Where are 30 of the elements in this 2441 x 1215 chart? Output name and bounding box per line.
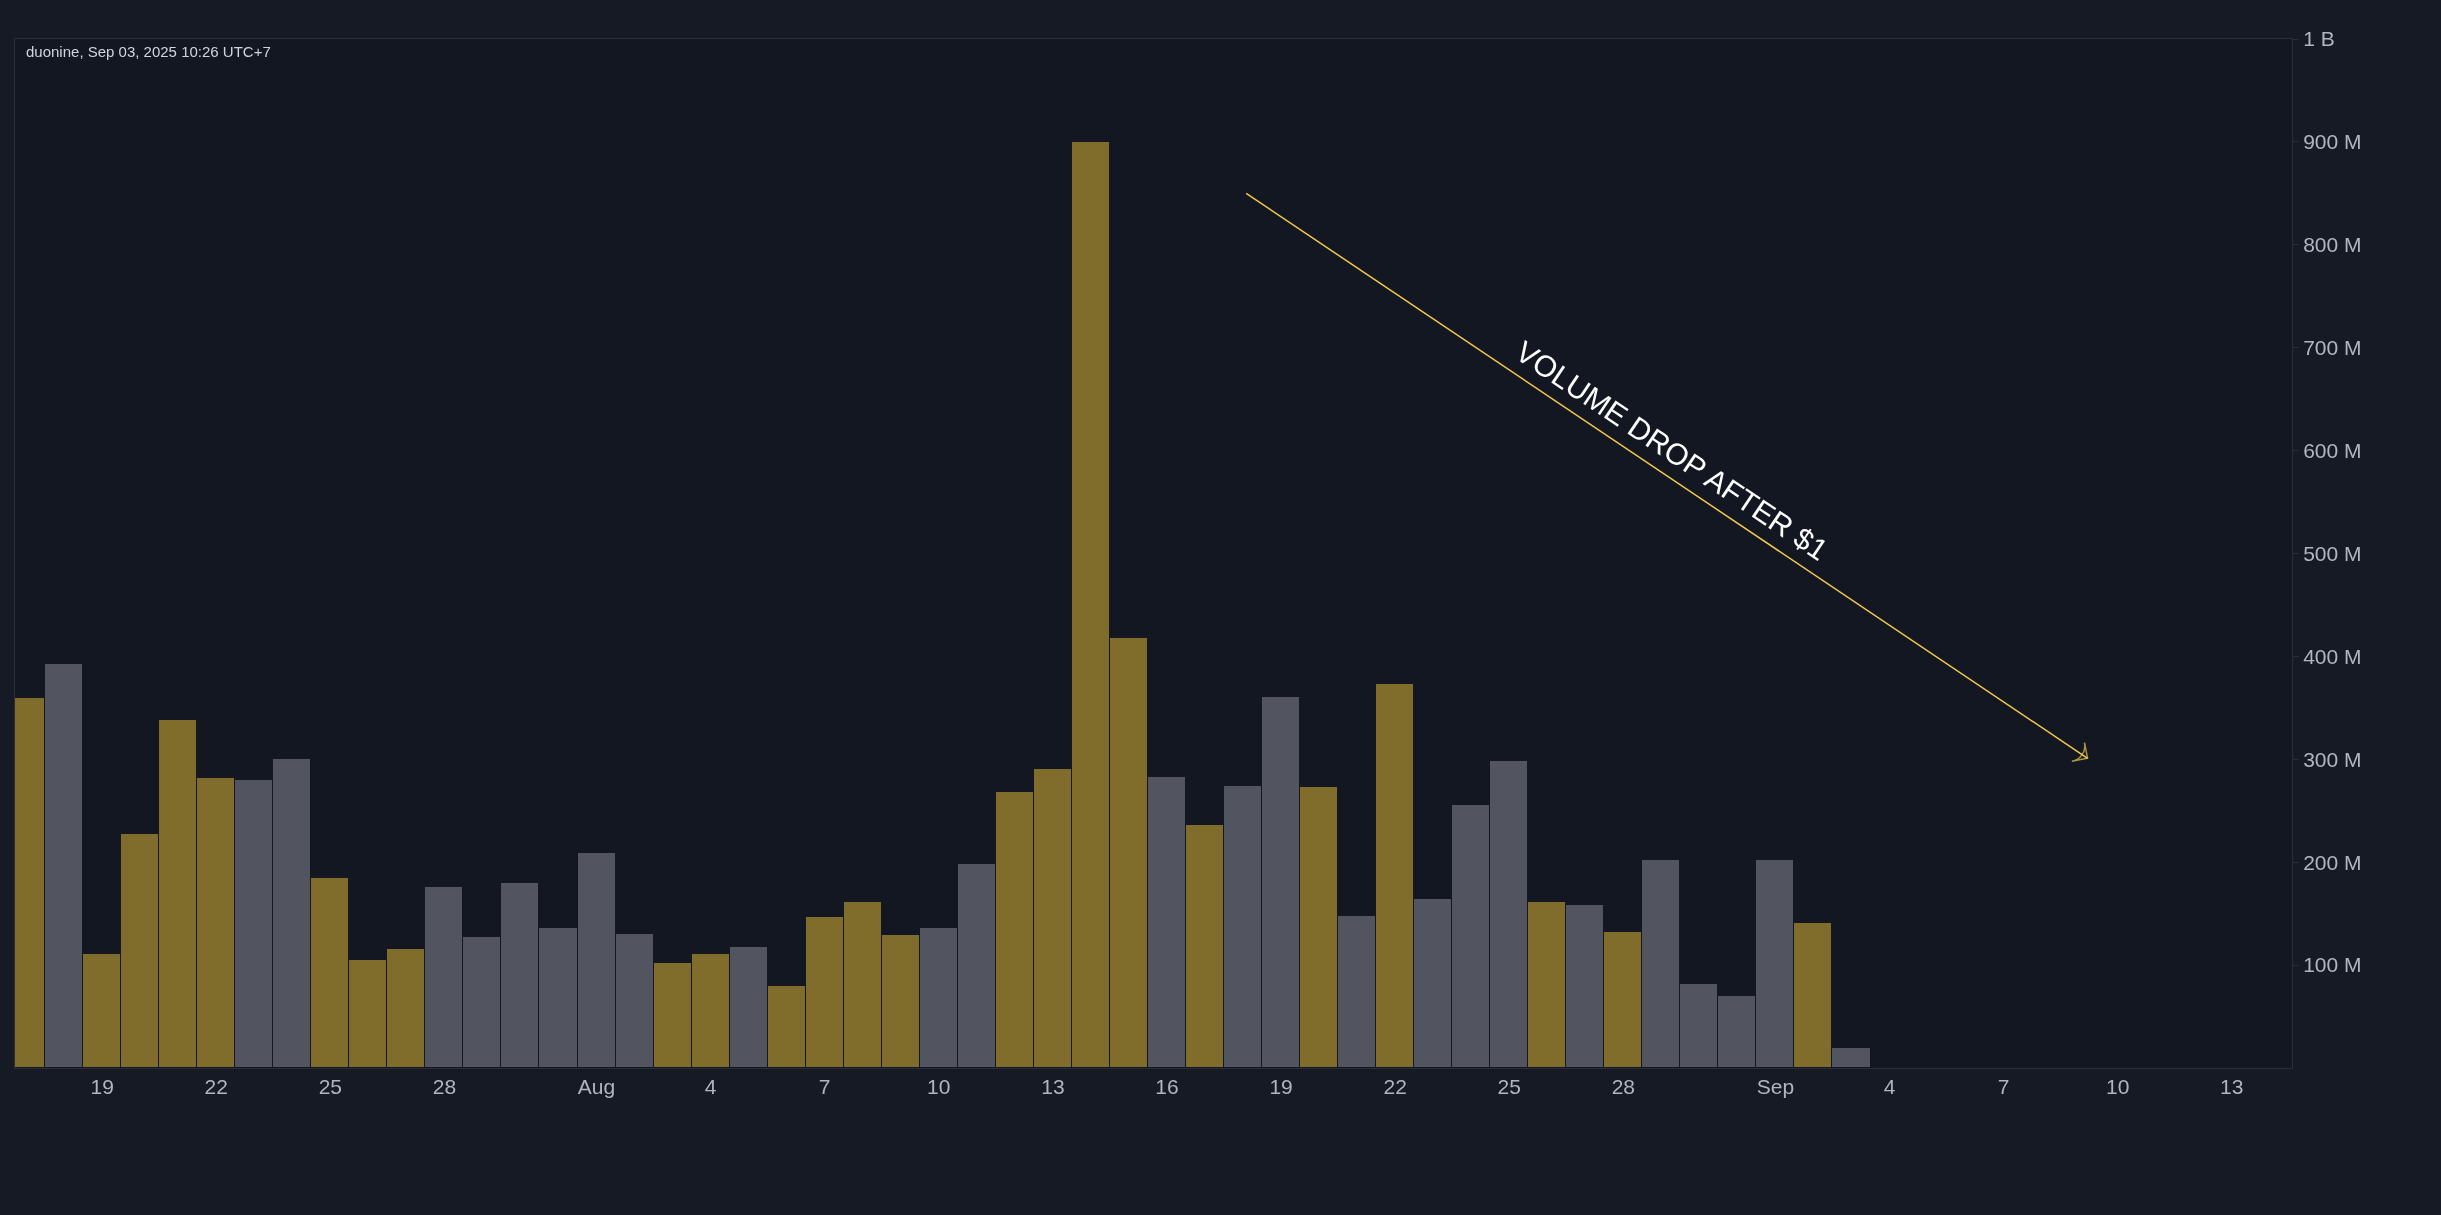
y-tick-label: 100 M [2303, 953, 2362, 977]
x-tick-label: 10 [2106, 1075, 2130, 1099]
x-tick-label: 16 [1155, 1075, 1179, 1099]
x-tick-label: 4 [704, 1075, 717, 1099]
x-tick-label: 19 [1269, 1075, 1293, 1099]
y-tick-label: 700 M [2303, 336, 2362, 360]
y-tick-label: 200 M [2303, 850, 2362, 874]
x-tick-label: 7 [818, 1075, 831, 1099]
y-tick-label: 900 M [2303, 130, 2362, 154]
annotation: duonine, Sep 03, 2025 10:26 UTC+7 [26, 43, 271, 60]
y-tick-label: 600 M [2303, 438, 2362, 462]
x-tick-label: 25 [318, 1075, 343, 1099]
x-tick-label: 4 [1883, 1075, 1896, 1099]
x-tick-label: 28 [1611, 1075, 1635, 1099]
x-tick-label: 10 [927, 1075, 951, 1099]
x-tick-label: Aug [577, 1075, 616, 1099]
x-tick-label: 13 [1041, 1075, 1065, 1099]
x-tick-label: Sep [1756, 1075, 1795, 1099]
x-tick-label: 25 [1497, 1075, 1521, 1099]
x-tick-label: 22 [204, 1075, 228, 1099]
x-tick-label: 28 [432, 1075, 457, 1099]
x-tick-label: 22 [1383, 1075, 1407, 1099]
y-tick-label: 400 M [2303, 644, 2362, 668]
y-tick-label: 500 M [2303, 541, 2362, 565]
x-tick-label: 13 [2220, 1075, 2244, 1099]
y-tick-label: 300 M [2303, 747, 2362, 771]
y-tick-label: 1 B [2303, 27, 2335, 51]
x-tick-label: 7 [1997, 1075, 2010, 1099]
x-tick-label: 19 [90, 1075, 114, 1099]
y-tick-label: 800 M [2303, 233, 2362, 257]
